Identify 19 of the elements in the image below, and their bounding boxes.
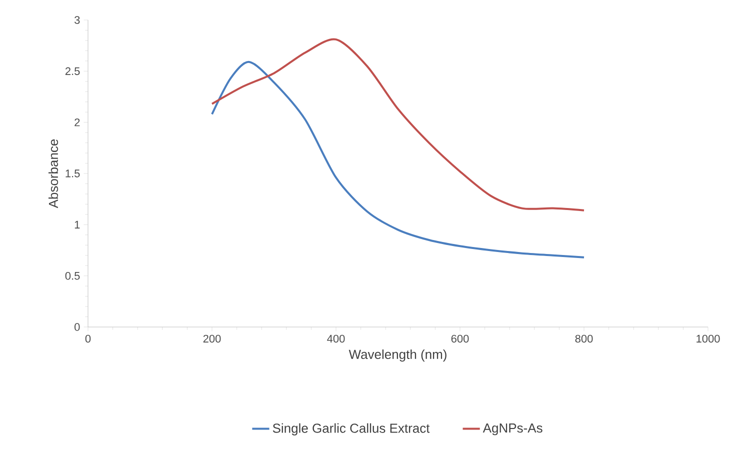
x-tick-label: 800 [575,334,593,343]
x-tick-label: 600 [451,334,469,343]
x-tick-label: 400 [327,334,345,343]
y-tick-label: 2.5 [65,67,80,76]
line-series [211,60,586,258]
line-series [211,38,586,212]
y-tick-label: 0 [74,323,80,331]
legend-label: AgNPs-As [482,424,542,436]
y-tick-label: 2 [74,118,80,126]
x-tick-label: 1000 [696,334,720,343]
x-tick-label: 200 [203,334,221,343]
y-tick-label: 1 [74,220,80,228]
y-tick-label: 3 [74,16,80,24]
y-tick-label: 1.5 [66,170,80,178]
legend-label: Single Garlic Callus Extract [272,423,430,436]
y-axis-title: Absorbance [48,139,58,208]
y-tick-label: 0.5 [65,272,80,280]
x-tick-label: 0 [85,334,91,343]
x-axis-title: Wavelength (nm) [348,349,446,362]
